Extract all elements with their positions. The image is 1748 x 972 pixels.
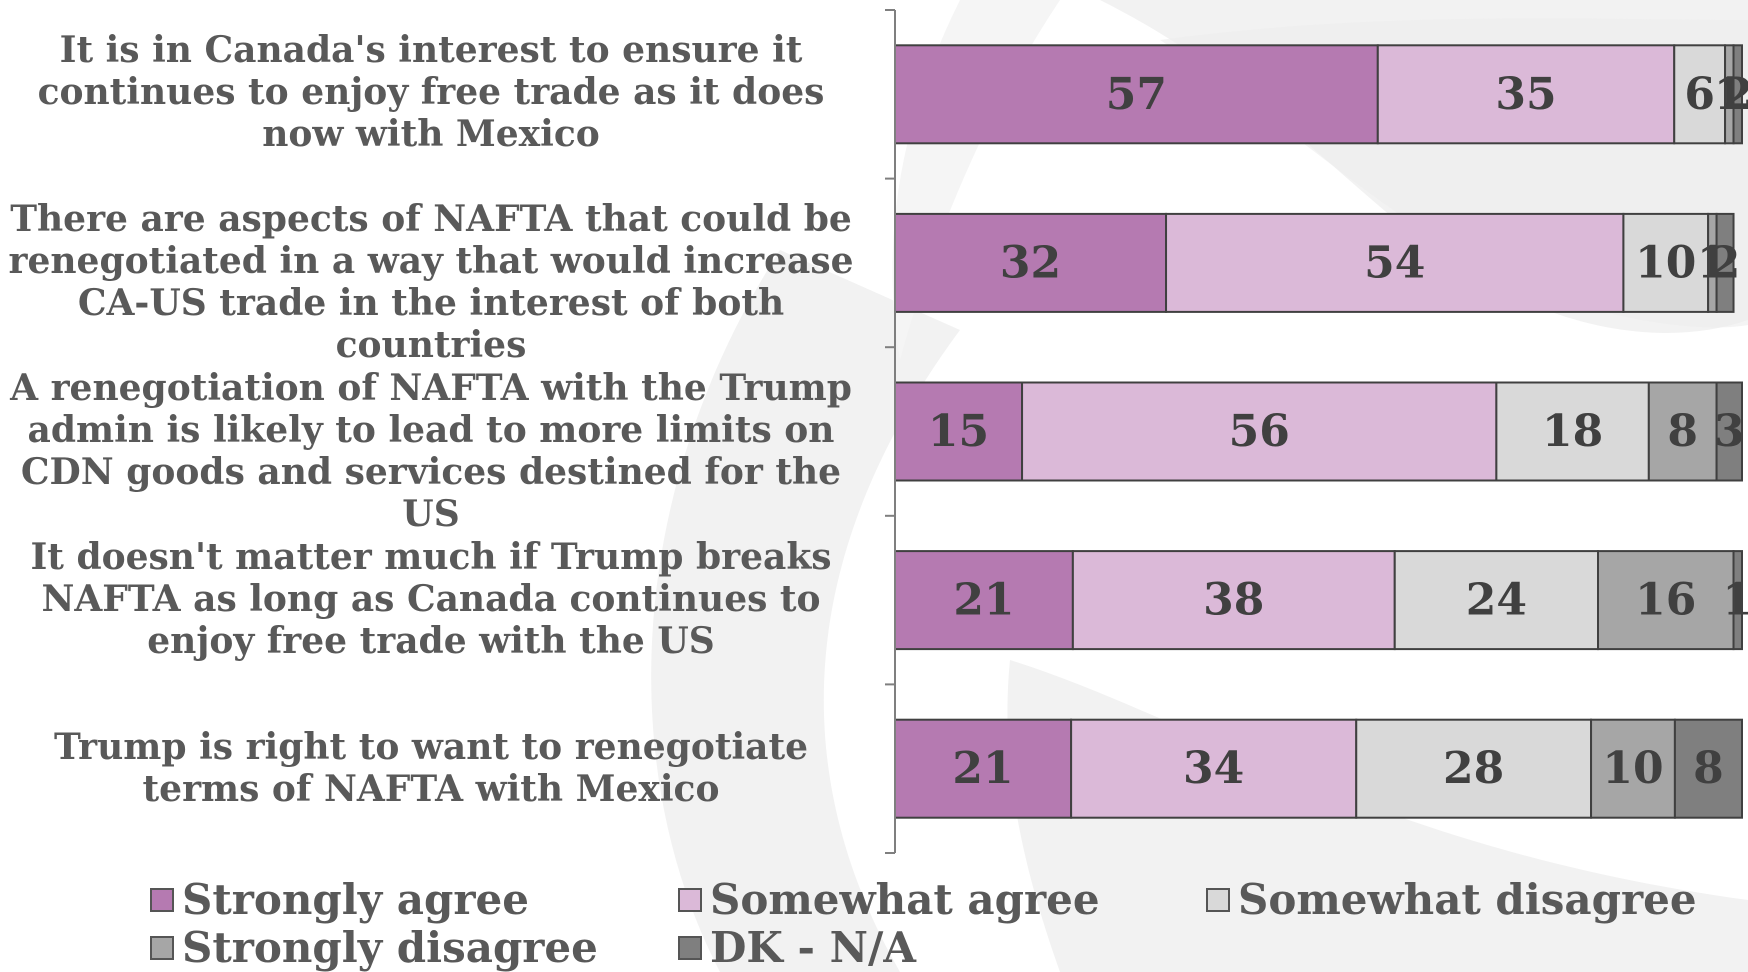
bar-segment bbox=[1355, 718, 1593, 819]
legend-item-somewhat-disagree: Somewhat disagree bbox=[1206, 876, 1697, 924]
legend-swatch bbox=[678, 936, 702, 960]
category-label: It is in Canada's interest to ensure it … bbox=[37, 29, 825, 155]
legend-item-strongly-agree: Strongly agree bbox=[150, 876, 529, 924]
legend-label: Somewhat disagree bbox=[1238, 875, 1697, 924]
data-label: 6 bbox=[1684, 69, 1715, 120]
category-label: There are aspects of NAFTA that could be… bbox=[8, 198, 854, 366]
bar-segment bbox=[1715, 381, 1743, 482]
data-label: 1 bbox=[1722, 575, 1748, 626]
legend-swatch bbox=[150, 936, 174, 960]
data-label: 3 bbox=[1714, 406, 1745, 457]
bar-segment bbox=[1021, 381, 1498, 482]
legend-swatch bbox=[150, 888, 174, 912]
category-label: It doesn't matter much if Trump breaks N… bbox=[30, 536, 832, 662]
legend-item-somewhat-agree: Somewhat agree bbox=[678, 876, 1100, 924]
data-label: 10 bbox=[1635, 237, 1696, 288]
data-label: 21 bbox=[952, 743, 1013, 794]
data-label: 2 bbox=[1722, 69, 1748, 120]
legend-swatch bbox=[678, 888, 702, 912]
data-label: 10 bbox=[1602, 743, 1663, 794]
bar-segment bbox=[1393, 550, 1600, 651]
category-label: Trump is right to want to renegotiate te… bbox=[53, 726, 809, 810]
bar-segment bbox=[1647, 381, 1718, 482]
legend-label: DK - N/A bbox=[710, 923, 916, 972]
data-label: 15 bbox=[928, 406, 989, 457]
legend-label: Strongly disagree bbox=[182, 923, 598, 972]
bar-segment bbox=[1732, 550, 1744, 651]
bar-segment bbox=[1622, 212, 1710, 313]
bar-segment bbox=[1673, 718, 1743, 819]
data-label: 8 bbox=[1667, 406, 1698, 457]
legend-label: Strongly agree bbox=[182, 875, 529, 924]
data-label: 38 bbox=[1203, 575, 1264, 626]
data-label: 18 bbox=[1542, 406, 1603, 457]
data-label: 21 bbox=[953, 575, 1014, 626]
bar-segment bbox=[894, 212, 1168, 313]
data-label: 28 bbox=[1443, 743, 1504, 794]
data-label: 16 bbox=[1635, 575, 1696, 626]
bar-segment bbox=[1673, 44, 1727, 145]
bar-segment bbox=[1165, 212, 1625, 313]
bar-segment bbox=[1590, 718, 1676, 819]
legend-item-strongly-disagree: Strongly disagree bbox=[150, 924, 598, 972]
bar-segment bbox=[894, 550, 1074, 651]
bar-segment bbox=[894, 44, 1379, 145]
bar-segment bbox=[1732, 44, 1744, 145]
data-label: 8 bbox=[1693, 743, 1724, 794]
data-label: 2 bbox=[1710, 237, 1741, 288]
bar-segment bbox=[1597, 550, 1735, 651]
legend: Strongly agree Somewhat agree Somewhat d… bbox=[0, 868, 1748, 972]
bar-segment bbox=[1376, 44, 1676, 145]
legend-label: Somewhat agree bbox=[710, 875, 1100, 924]
bar-segment bbox=[1715, 212, 1735, 313]
bar-segment bbox=[1495, 381, 1650, 482]
category-label: A renegotiation of NAFTA with the Trump … bbox=[10, 367, 852, 535]
data-label: 56 bbox=[1229, 406, 1290, 457]
data-label: 35 bbox=[1495, 69, 1556, 120]
bar-segment bbox=[894, 381, 1024, 482]
data-label: 54 bbox=[1364, 237, 1425, 288]
data-label: 34 bbox=[1183, 743, 1244, 794]
legend-item-dk-na: DK - N/A bbox=[678, 924, 916, 972]
data-label: 57 bbox=[1106, 69, 1167, 120]
data-label: 24 bbox=[1466, 575, 1527, 626]
data-label: 32 bbox=[1000, 237, 1061, 288]
legend-swatch bbox=[1206, 888, 1230, 912]
